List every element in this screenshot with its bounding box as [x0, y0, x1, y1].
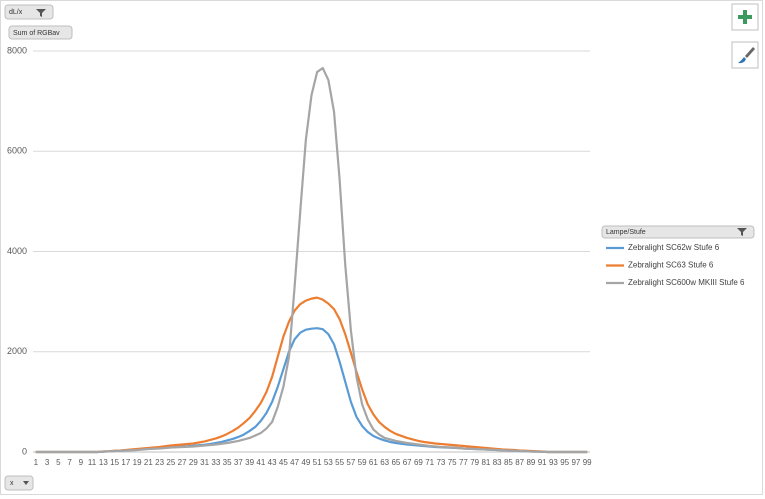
x-tick-label: 73	[436, 458, 445, 467]
x-tick-label: 95	[560, 458, 569, 467]
x-tick-label: 11	[88, 458, 97, 467]
x-tick-label: 49	[301, 458, 310, 467]
x-tick-label: 69	[414, 458, 423, 467]
x-tick-label: 83	[493, 458, 502, 467]
y-tick-label: 4000	[7, 246, 27, 256]
y-tick-label: 2000	[7, 346, 27, 356]
x-tick-label: 67	[403, 458, 412, 467]
x-tick-label: 75	[448, 458, 457, 467]
x-tick-label: 79	[470, 458, 479, 467]
style-button[interactable]	[731, 41, 759, 69]
x-tick-label: 71	[425, 458, 434, 467]
x-tick-label: 19	[133, 458, 142, 467]
value-field-label: Sum of RGBav	[13, 30, 60, 37]
x-tick-label: 7	[67, 458, 72, 467]
x-tick-label: 47	[290, 458, 299, 467]
x-tick-label: 89	[526, 458, 535, 467]
x-tick-label: 53	[324, 458, 333, 467]
x-tick-label: 93	[549, 458, 558, 467]
x-tick-label: 55	[335, 458, 344, 467]
x-tick-label: 77	[459, 458, 468, 467]
x-tick-label: 39	[245, 458, 254, 467]
value-field-button[interactable]: Sum of RGBav	[8, 25, 73, 40]
x-tick-label: 63	[380, 458, 389, 467]
x-tick-label: 27	[178, 458, 187, 467]
x-tick-label: 9	[79, 458, 84, 467]
x-tick-label: 35	[223, 458, 232, 467]
filter-button-label: dL/x	[9, 9, 23, 16]
y-tick-label: 0	[22, 446, 27, 456]
x-tick-label: 31	[200, 458, 209, 467]
legend-label: Zebralight SC63 Stufe 6	[628, 261, 714, 270]
x-tick-label: 59	[358, 458, 367, 467]
legend-label: Zebralight SC62w Stufe 6	[628, 243, 720, 252]
filter-button[interactable]: dL/x	[4, 4, 54, 20]
x-tick-label: 29	[189, 458, 198, 467]
x-tick-label: 81	[481, 458, 490, 467]
x-tick-label: 3	[45, 458, 50, 467]
x-tick-label: 91	[538, 458, 547, 467]
x-tick-label: 97	[571, 458, 580, 467]
x-tick-label: 57	[346, 458, 355, 467]
x-tick-label: 21	[144, 458, 153, 467]
legend-title-button[interactable]: Lampe/Stufe	[601, 225, 755, 239]
legend-label: Zebralight SC600w MKIII Stufe 6	[628, 278, 745, 287]
axis-field-button[interactable]: x	[4, 475, 34, 491]
axis-field-label: x	[10, 480, 14, 487]
x-tick-label: 65	[391, 458, 400, 467]
x-tick-label: 61	[369, 458, 378, 467]
x-tick-label: 25	[166, 458, 175, 467]
y-tick-label: 6000	[7, 146, 27, 156]
series-line	[35, 66, 588, 454]
x-tick-label: 87	[515, 458, 524, 467]
x-tick-label: 23	[155, 458, 164, 467]
x-tick-label: 51	[313, 458, 322, 467]
x-tick-label: 5	[56, 458, 61, 467]
x-tick-label: 85	[504, 458, 513, 467]
x-tick-label: 1	[34, 458, 39, 467]
x-tick-label: 37	[234, 458, 243, 467]
x-tick-label: 13	[99, 458, 108, 467]
legend-title: Lampe/Stufe	[606, 229, 646, 236]
add-element-button[interactable]	[731, 3, 759, 31]
x-tick-label: 99	[583, 458, 592, 467]
x-tick-label: 15	[110, 458, 119, 467]
x-tick-label: 41	[256, 458, 265, 467]
y-tick-label: 8000	[7, 45, 27, 55]
x-tick-label: 43	[268, 458, 277, 467]
x-tick-label: 45	[279, 458, 288, 467]
x-tick-label: 33	[211, 458, 220, 467]
x-tick-label: 17	[121, 458, 130, 467]
